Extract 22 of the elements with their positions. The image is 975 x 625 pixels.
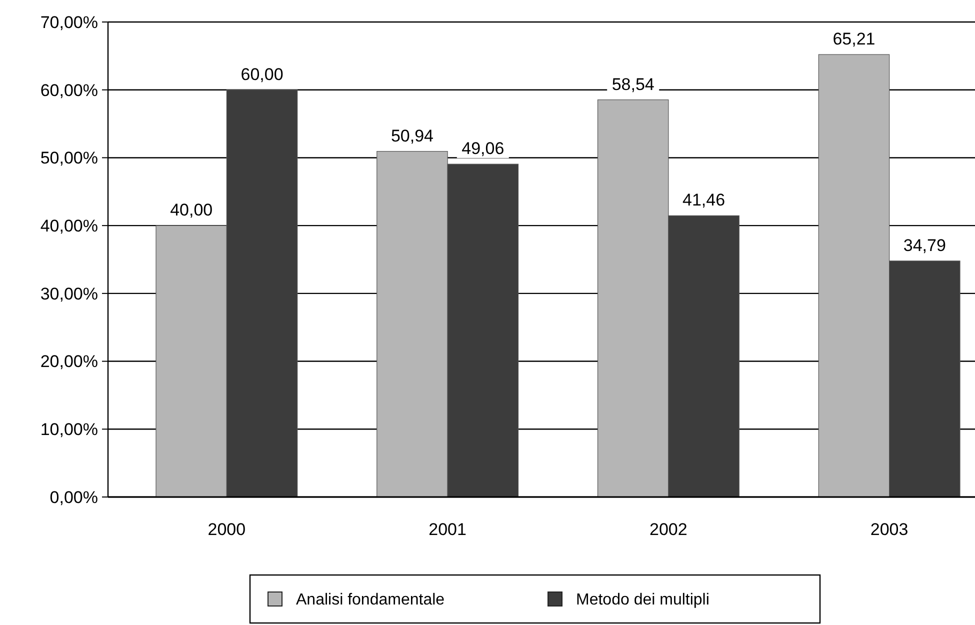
data-label: 50,94 [390,126,434,146]
data-label: 49,06 [462,139,504,158]
data-label: 34,79 [903,236,946,255]
x-tick-label: 2003 [870,520,908,539]
data-label: 58,54 [612,74,654,94]
data-label: 41,46 [682,190,726,210]
y-tick-label: 40,00% [40,216,98,236]
y-tick-label: 60,00% [40,80,98,100]
x-tick-label: 2000 [208,520,246,539]
x-tick-label: 2001 [428,520,466,539]
y-tick-label: 20,00% [40,352,98,372]
legend-label: Metodo dei multipli [576,592,710,609]
y-tick-label: 10,00% [40,420,98,440]
data-label: 65,21 [832,30,876,49]
data-label: 60,00 [240,64,284,84]
y-tick-label: 70,00% [40,12,98,32]
y-tick-label: 30,00% [40,284,98,304]
legend-label: Analisi fondamentale [296,592,445,609]
x-tick-label: 2002 [650,520,688,539]
data-label: 40,00 [170,200,213,220]
y-tick-label: 50,00% [40,148,98,168]
y-tick-label: 0,00% [50,488,98,507]
